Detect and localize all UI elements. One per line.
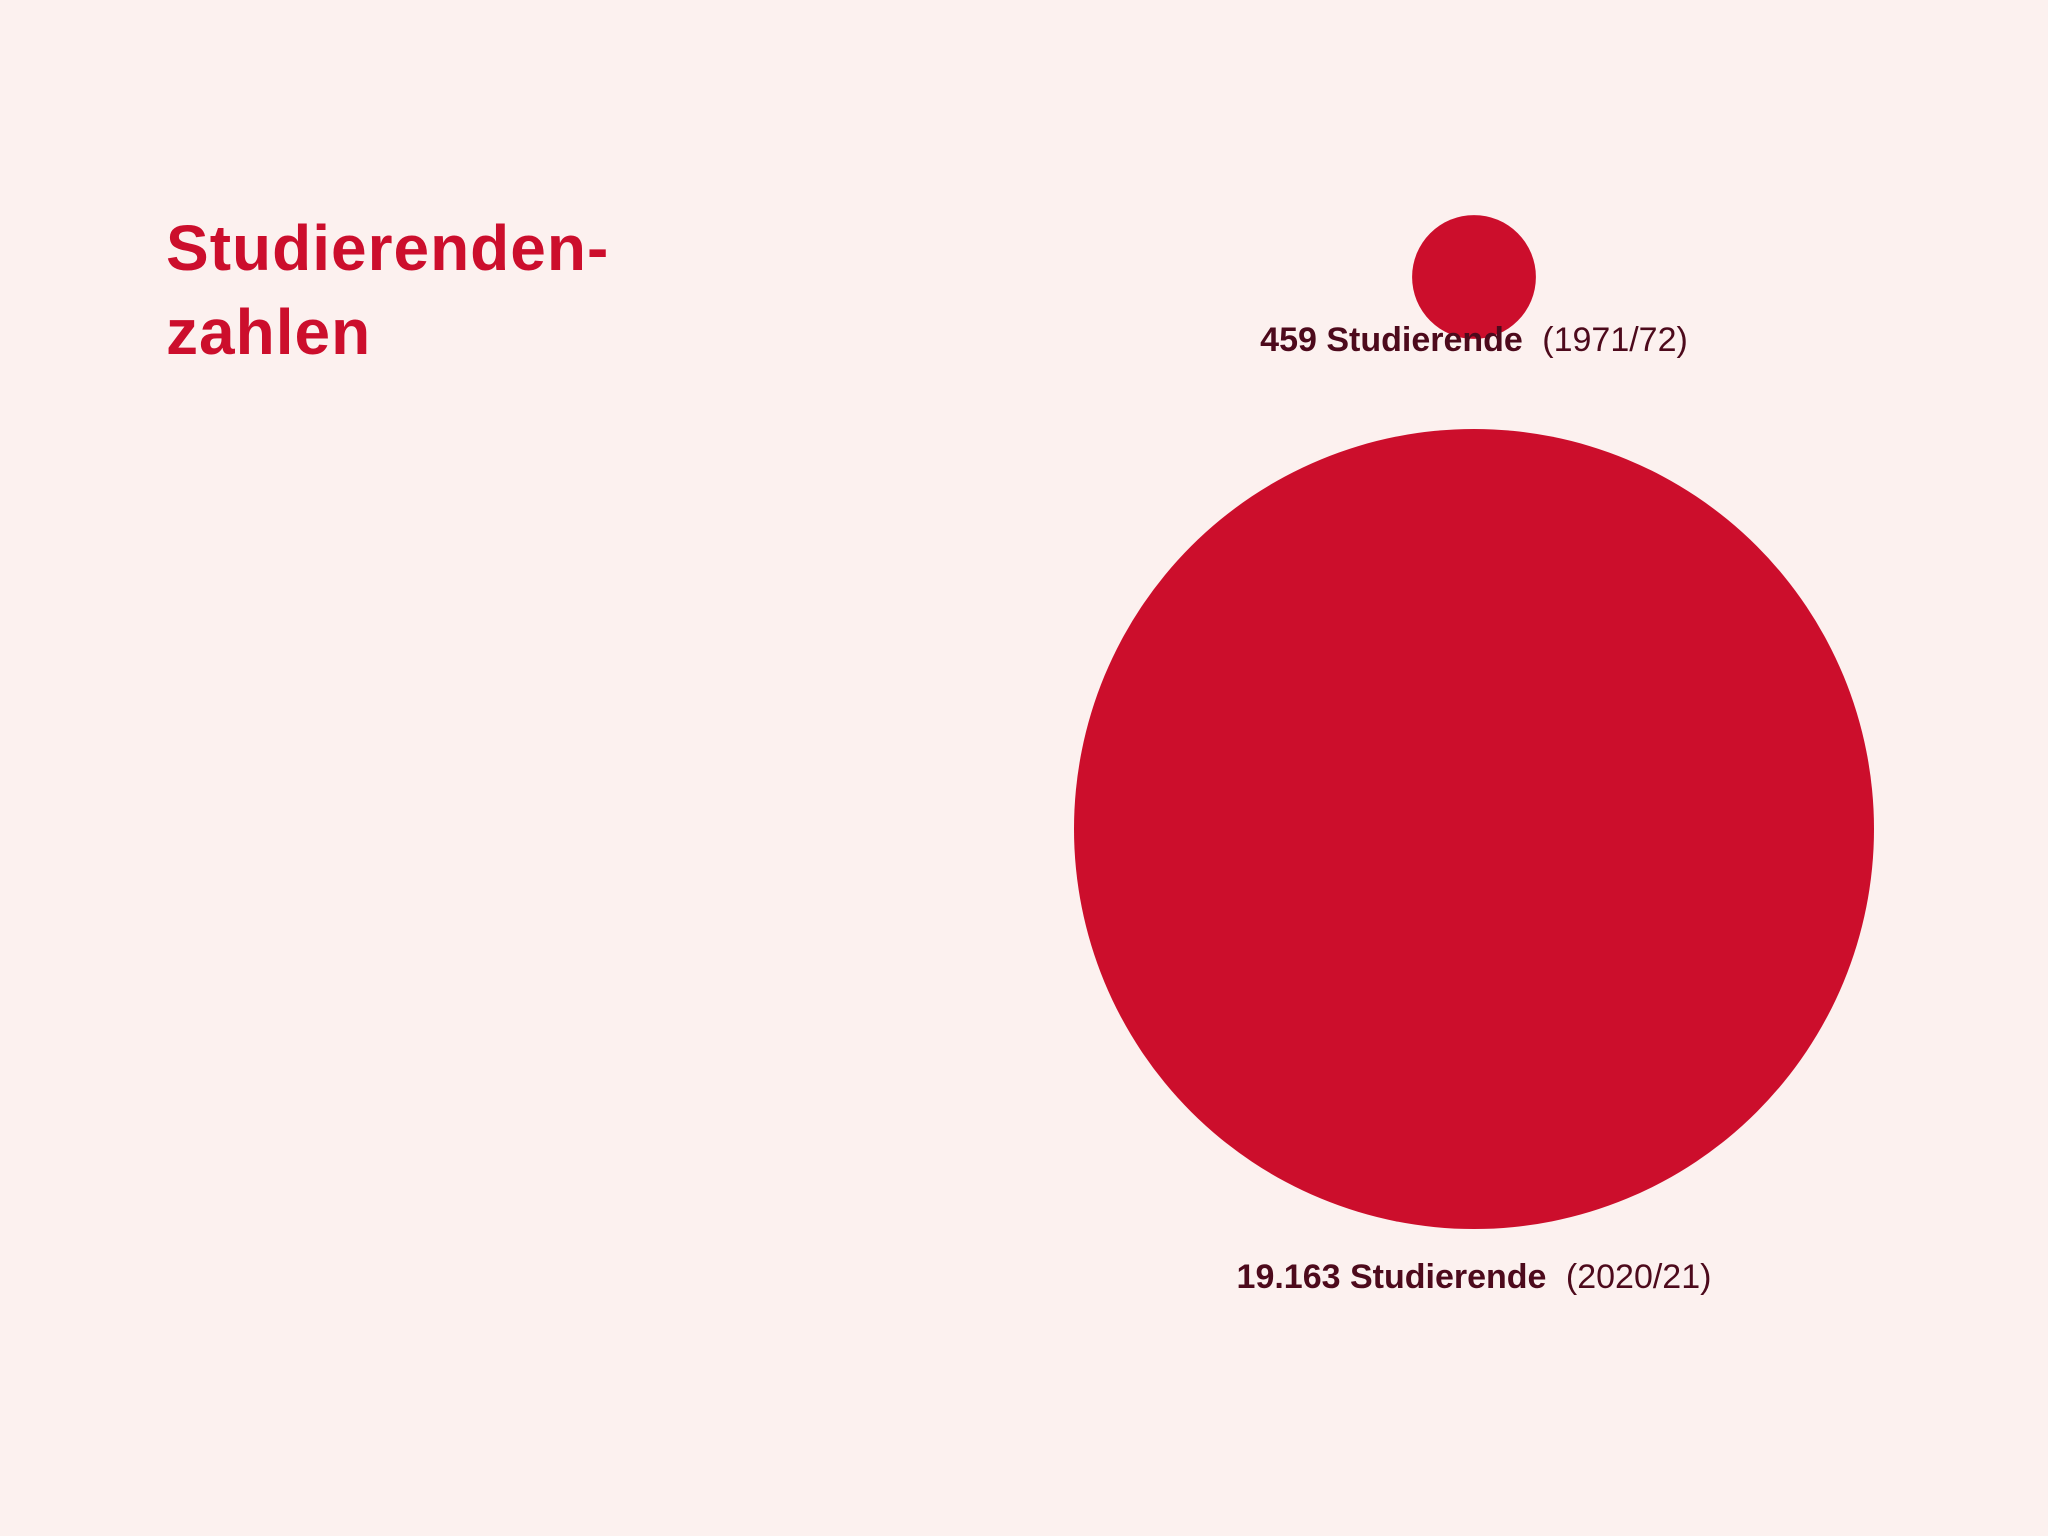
- page-title-line-2: zahlen: [166, 296, 372, 368]
- period-label-2020-21: (2020/21): [1566, 1258, 1712, 1296]
- bubble-2020-21: [1074, 429, 1874, 1229]
- value-label-2020-21: 19.163 Studierende: [1237, 1258, 1547, 1296]
- bubble-1971-72: [1412, 215, 1536, 339]
- label-2020-21: 19.163 Studierende (2020/21): [1237, 1258, 1712, 1296]
- value-label-1971-72: 459 Studierende: [1260, 321, 1523, 359]
- page-title: Studierenden- zahlen: [166, 206, 609, 374]
- page-title-line-1: Studierenden-: [166, 212, 610, 284]
- label-1971-72: 459 Studierende (1971/72): [1260, 321, 1688, 359]
- period-label-1971-72: (1971/72): [1542, 321, 1688, 359]
